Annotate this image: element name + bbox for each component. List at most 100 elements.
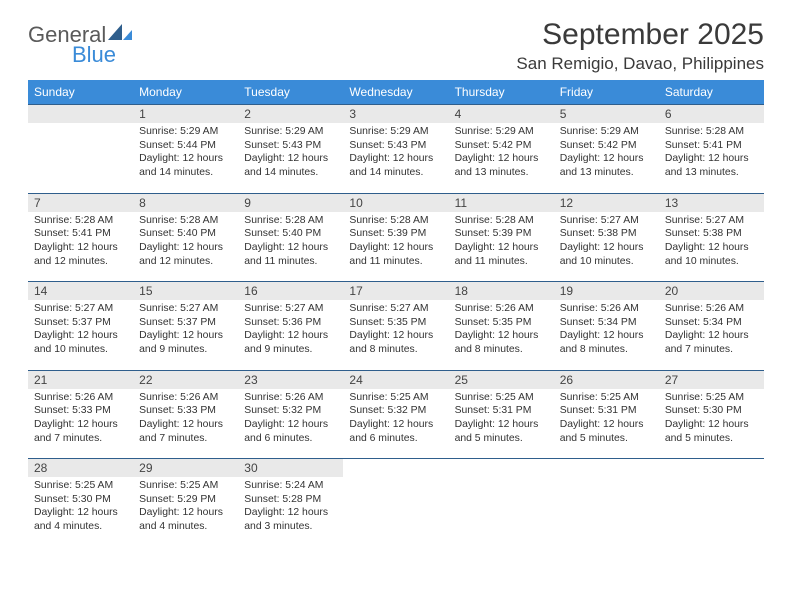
sunrise-text: Sunrise: 5:28 AM [139, 214, 232, 228]
weekday-saturday: Saturday [659, 80, 764, 105]
day-data-cell: Sunrise: 5:29 AMSunset: 5:43 PMDaylight:… [343, 123, 448, 193]
daylight-text: and 3 minutes. [244, 520, 337, 534]
day-data-cell: Sunrise: 5:28 AMSunset: 5:41 PMDaylight:… [659, 123, 764, 193]
day-number-cell: 18 [449, 282, 554, 301]
day-data-cell: Sunrise: 5:28 AMSunset: 5:39 PMDaylight:… [449, 212, 554, 282]
day-data-cell: Sunrise: 5:26 AMSunset: 5:34 PMDaylight:… [554, 300, 659, 370]
daylight-text: Daylight: 12 hours [139, 418, 232, 432]
sunset-text: Sunset: 5:40 PM [139, 227, 232, 241]
sunrise-text: Sunrise: 5:24 AM [244, 479, 337, 493]
sunrise-text: Sunrise: 5:29 AM [139, 125, 232, 139]
day-number-cell: 7 [28, 193, 133, 212]
day-data-cell: Sunrise: 5:25 AMSunset: 5:32 PMDaylight:… [343, 389, 448, 459]
daylight-text: and 5 minutes. [560, 432, 653, 446]
day-number-row: 78910111213 [28, 193, 764, 212]
sunrise-text: Sunrise: 5:26 AM [34, 391, 127, 405]
daylight-text: and 11 minutes. [349, 255, 442, 269]
daylight-text: and 13 minutes. [455, 166, 548, 180]
daylight-text: Daylight: 12 hours [560, 329, 653, 343]
day-data-row: Sunrise: 5:25 AMSunset: 5:30 PMDaylight:… [28, 477, 764, 547]
sunset-text: Sunset: 5:39 PM [455, 227, 548, 241]
day-data-cell: Sunrise: 5:27 AMSunset: 5:37 PMDaylight:… [133, 300, 238, 370]
sunrise-text: Sunrise: 5:25 AM [455, 391, 548, 405]
weekday-thursday: Thursday [449, 80, 554, 105]
day-number-cell [343, 459, 448, 478]
sunrise-text: Sunrise: 5:29 AM [349, 125, 442, 139]
location: San Remigio, Davao, Philippines [516, 54, 764, 74]
calendar-table: Sunday Monday Tuesday Wednesday Thursday… [28, 80, 764, 547]
sunrise-text: Sunrise: 5:27 AM [34, 302, 127, 316]
daylight-text: Daylight: 12 hours [665, 418, 758, 432]
day-number-cell: 11 [449, 193, 554, 212]
daylight-text: Daylight: 12 hours [244, 329, 337, 343]
day-number-cell: 22 [133, 370, 238, 389]
day-number-cell: 10 [343, 193, 448, 212]
header: General Blue September 2025 San Remigio,… [28, 18, 764, 74]
day-data-cell [343, 477, 448, 547]
sunrise-text: Sunrise: 5:27 AM [139, 302, 232, 316]
month-title: September 2025 [516, 18, 764, 52]
day-number-cell: 27 [659, 370, 764, 389]
weekday-sunday: Sunday [28, 80, 133, 105]
daylight-text: and 13 minutes. [560, 166, 653, 180]
day-number-cell [554, 459, 659, 478]
day-number-cell: 6 [659, 105, 764, 124]
daylight-text: and 10 minutes. [34, 343, 127, 357]
day-number-cell [28, 105, 133, 124]
daylight-text: and 8 minutes. [349, 343, 442, 357]
daylight-text: Daylight: 12 hours [139, 506, 232, 520]
daylight-text: and 5 minutes. [665, 432, 758, 446]
day-data-cell: Sunrise: 5:27 AMSunset: 5:35 PMDaylight:… [343, 300, 448, 370]
sunrise-text: Sunrise: 5:28 AM [34, 214, 127, 228]
day-number-cell: 12 [554, 193, 659, 212]
daylight-text: and 8 minutes. [560, 343, 653, 357]
day-number-cell: 8 [133, 193, 238, 212]
sunset-text: Sunset: 5:43 PM [349, 139, 442, 153]
sunrise-text: Sunrise: 5:26 AM [455, 302, 548, 316]
sunrise-text: Sunrise: 5:27 AM [244, 302, 337, 316]
sunset-text: Sunset: 5:41 PM [665, 139, 758, 153]
sunrise-text: Sunrise: 5:26 AM [665, 302, 758, 316]
daylight-text: Daylight: 12 hours [455, 418, 548, 432]
day-data-cell: Sunrise: 5:26 AMSunset: 5:34 PMDaylight:… [659, 300, 764, 370]
sunset-text: Sunset: 5:37 PM [139, 316, 232, 330]
daylight-text: and 14 minutes. [349, 166, 442, 180]
daylight-text: and 4 minutes. [139, 520, 232, 534]
day-number-cell: 23 [238, 370, 343, 389]
day-number-cell: 29 [133, 459, 238, 478]
day-number-cell [449, 459, 554, 478]
sunset-text: Sunset: 5:31 PM [455, 404, 548, 418]
daylight-text: and 7 minutes. [139, 432, 232, 446]
day-number-row: 21222324252627 [28, 370, 764, 389]
sunrise-text: Sunrise: 5:27 AM [349, 302, 442, 316]
sunset-text: Sunset: 5:43 PM [244, 139, 337, 153]
day-data-cell [659, 477, 764, 547]
sunset-text: Sunset: 5:34 PM [560, 316, 653, 330]
daylight-text: and 12 minutes. [139, 255, 232, 269]
daylight-text: and 12 minutes. [34, 255, 127, 269]
day-data-cell: Sunrise: 5:25 AMSunset: 5:31 PMDaylight:… [449, 389, 554, 459]
day-number-cell: 30 [238, 459, 343, 478]
sunrise-text: Sunrise: 5:25 AM [139, 479, 232, 493]
day-data-cell: Sunrise: 5:26 AMSunset: 5:33 PMDaylight:… [28, 389, 133, 459]
day-data-cell [554, 477, 659, 547]
day-data-cell: Sunrise: 5:27 AMSunset: 5:38 PMDaylight:… [659, 212, 764, 282]
sunset-text: Sunset: 5:35 PM [455, 316, 548, 330]
daylight-text: Daylight: 12 hours [349, 418, 442, 432]
day-data-cell [28, 123, 133, 193]
daylight-text: and 6 minutes. [244, 432, 337, 446]
sunset-text: Sunset: 5:33 PM [34, 404, 127, 418]
day-number-cell [659, 459, 764, 478]
sunset-text: Sunset: 5:38 PM [560, 227, 653, 241]
day-data-cell: Sunrise: 5:26 AMSunset: 5:33 PMDaylight:… [133, 389, 238, 459]
daylight-text: and 6 minutes. [349, 432, 442, 446]
weekday-header-row: Sunday Monday Tuesday Wednesday Thursday… [28, 80, 764, 105]
day-data-cell: Sunrise: 5:28 AMSunset: 5:39 PMDaylight:… [343, 212, 448, 282]
daylight-text: and 9 minutes. [244, 343, 337, 357]
weekday-wednesday: Wednesday [343, 80, 448, 105]
day-data-cell: Sunrise: 5:29 AMSunset: 5:43 PMDaylight:… [238, 123, 343, 193]
day-data-row: Sunrise: 5:28 AMSunset: 5:41 PMDaylight:… [28, 212, 764, 282]
sunset-text: Sunset: 5:42 PM [560, 139, 653, 153]
sunrise-text: Sunrise: 5:27 AM [560, 214, 653, 228]
day-data-cell: Sunrise: 5:25 AMSunset: 5:29 PMDaylight:… [133, 477, 238, 547]
